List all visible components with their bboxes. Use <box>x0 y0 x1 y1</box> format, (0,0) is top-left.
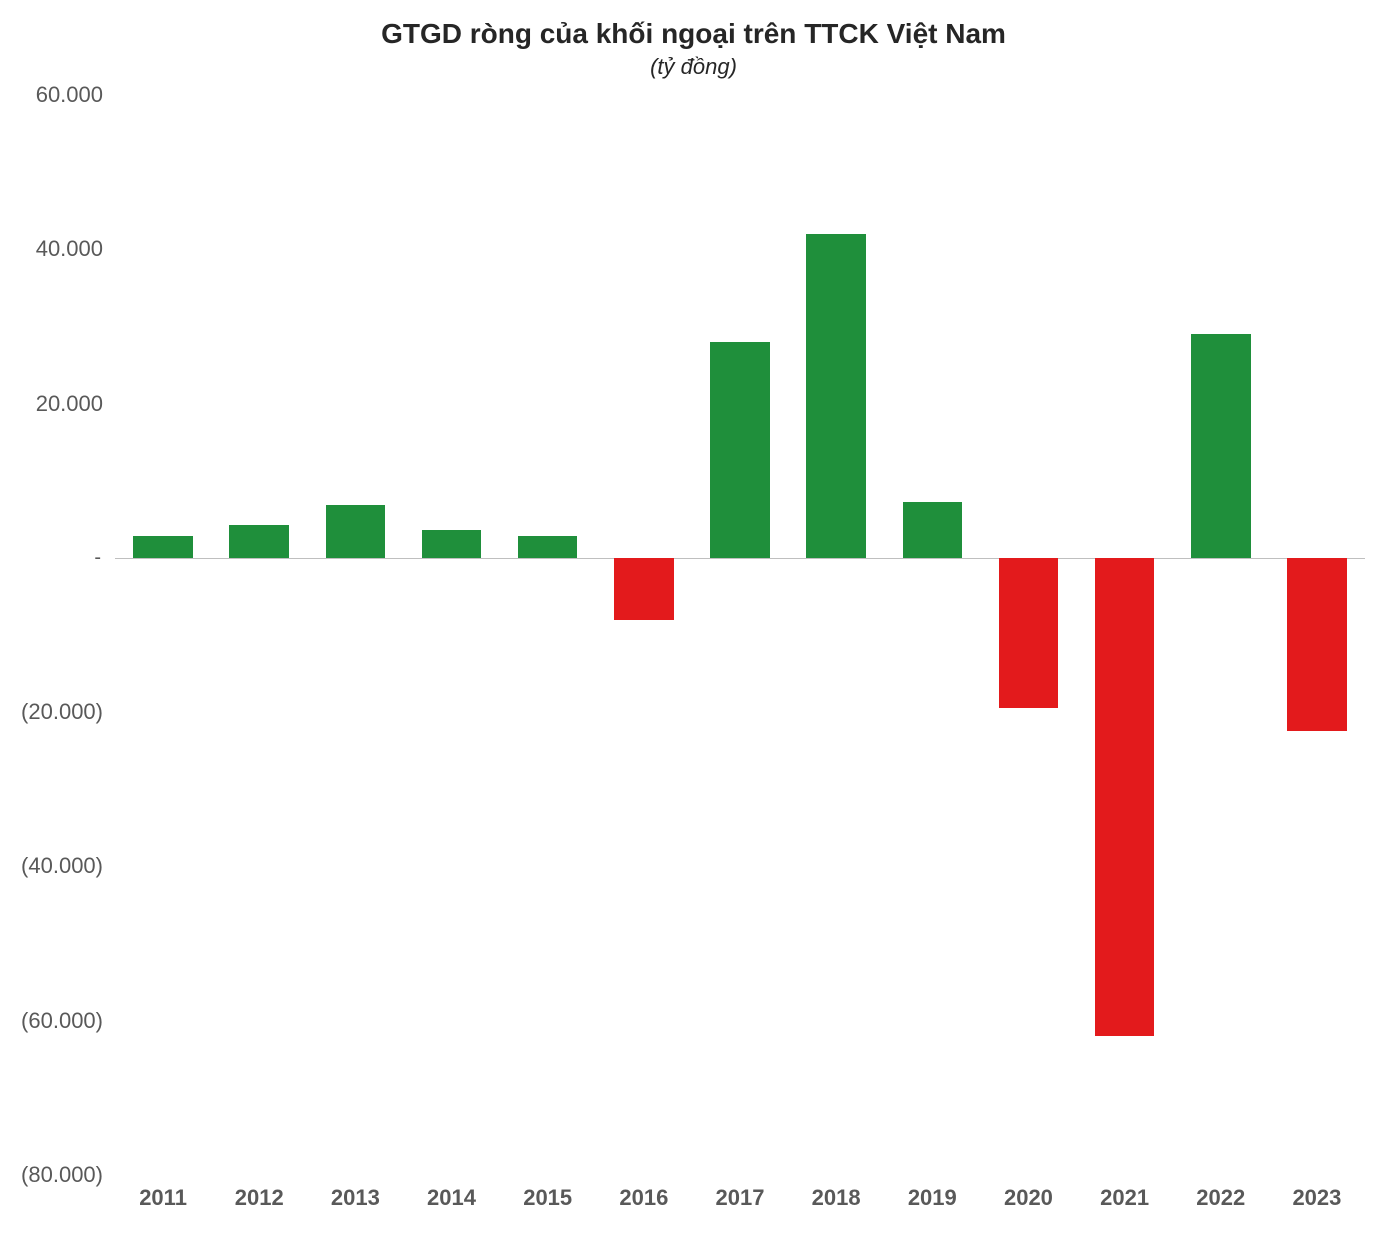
y-axis-label: 40.000 <box>36 236 103 262</box>
bar <box>710 342 770 558</box>
bar <box>518 536 578 558</box>
bar <box>1287 558 1347 732</box>
bar <box>326 505 386 557</box>
y-axis-label: - <box>94 546 101 569</box>
bar <box>1191 334 1251 558</box>
bar <box>422 530 482 558</box>
x-axis-label: 2021 <box>1100 1185 1149 1211</box>
chart-subtitle: (tỷ đồng) <box>0 54 1387 80</box>
bar <box>806 234 866 558</box>
bar <box>903 502 963 558</box>
x-axis-label: 2014 <box>427 1185 476 1211</box>
x-axis-label: 2013 <box>331 1185 380 1211</box>
x-axis-label: 2016 <box>619 1185 668 1211</box>
y-axis-label: (80.000) <box>21 1162 103 1188</box>
bar <box>1095 558 1155 1036</box>
x-axis-label: 2012 <box>235 1185 284 1211</box>
y-axis-label: (20.000) <box>21 699 103 725</box>
x-axis-label: 2020 <box>1004 1185 1053 1211</box>
x-axis-label: 2015 <box>523 1185 572 1211</box>
bar <box>999 558 1059 708</box>
bar-chart: GTGD ròng của khối ngoại trên TTCK Việt … <box>0 0 1387 1241</box>
y-axis-label: (60.000) <box>21 1008 103 1034</box>
chart-title: GTGD ròng của khối ngoại trên TTCK Việt … <box>0 18 1387 50</box>
plot-area: 60.00040.00020.000-(20.000)(40.000)(60.0… <box>115 95 1365 1175</box>
x-axis-label: 2011 <box>139 1185 187 1211</box>
zero-baseline <box>115 558 1365 559</box>
bar <box>229 525 289 557</box>
y-axis-label: 20.000 <box>36 391 103 417</box>
x-axis-label: 2017 <box>716 1185 765 1211</box>
x-axis-label: 2018 <box>812 1185 861 1211</box>
x-axis-label: 2019 <box>908 1185 957 1211</box>
x-axis-label: 2022 <box>1196 1185 1245 1211</box>
y-axis-label: 60.000 <box>36 82 103 108</box>
x-axis-label: 2023 <box>1292 1185 1341 1211</box>
bar <box>614 558 674 620</box>
y-axis-label: (40.000) <box>21 853 103 879</box>
bar <box>133 536 193 558</box>
